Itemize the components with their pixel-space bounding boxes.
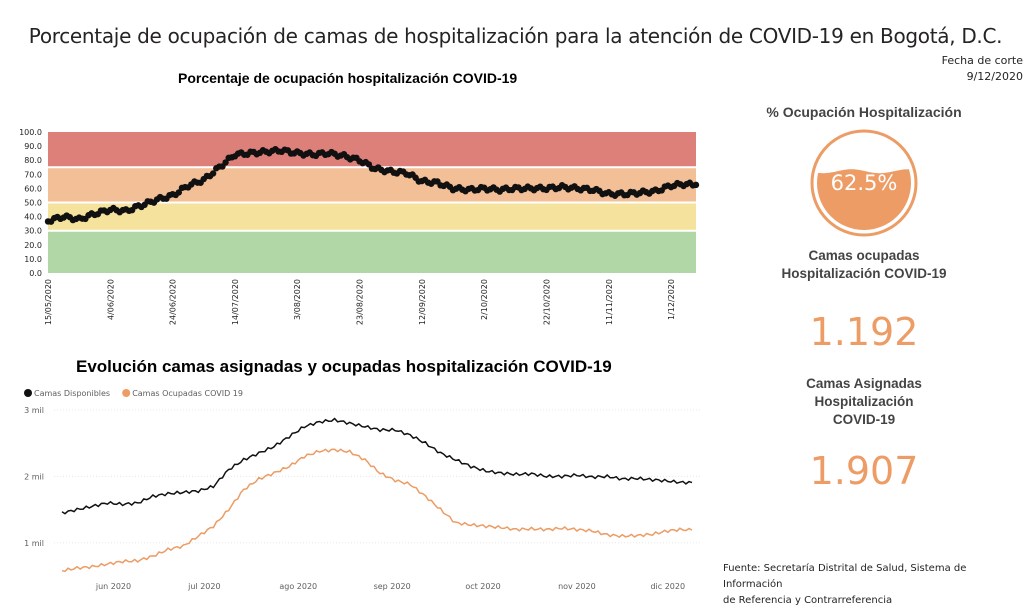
occupancy-y-tick: 0.0 (29, 269, 42, 278)
beds-x-axis: jun 2020 jul 2020 ago 2020 sep 2020 oct 2020… (95, 582, 685, 591)
assigned-label-line2: Hospitalización (814, 394, 914, 409)
beds-x-tick: oct 2020 (465, 582, 500, 591)
occupied-beds-value: 1.192 (809, 310, 919, 354)
occupancy-y-tick: 80.0 (24, 156, 42, 165)
occupancy-point (175, 189, 183, 196)
beds-x-tick: jun 2020 (95, 582, 131, 591)
occupancy-x-tick: 24/06/2020 (169, 279, 178, 325)
beds-y-tick: 3 mil (24, 406, 44, 415)
gauge-value: 62.5% (831, 171, 898, 195)
beds-series-lines (61, 417, 693, 573)
occupancy-point (209, 170, 217, 177)
occupancy-bands (48, 132, 696, 273)
beds-x-tick: ago 2020 (279, 582, 317, 591)
occupancy-y-tick: 30.0 (24, 227, 42, 236)
occupancy-chart-title: Porcentaje de ocupación hospitalización … (178, 70, 518, 86)
legend-label-0: Camas Disponibles (34, 389, 110, 398)
occupancy-kpi-title: % Ocupación Hospitalización (766, 104, 962, 120)
occupancy-x-tick: 15/05/2020 (44, 279, 53, 325)
occupancy-y-tick: 40.0 (24, 213, 42, 222)
legend-marker-0 (24, 389, 32, 397)
occupied-beds-label: Camas ocupadas Hospitalización COVID-19 (716, 247, 1012, 283)
beds-x-tick: nov 2020 (558, 582, 596, 591)
occupancy-x-tick: 11/11/2020 (605, 279, 614, 325)
source-line1: Fuente: Secretaría Distrital de Salud, S… (723, 563, 967, 590)
beds-series-line-0 (61, 417, 693, 515)
gauge-fill (817, 169, 911, 230)
occupancy-x-tick: 23/08/2020 (356, 279, 365, 325)
occupancy-x-tick: 2/10/2020 (480, 279, 489, 320)
beds-x-tick: dic 2020 (650, 582, 685, 591)
occupancy-scatter-chart: 100.0 90.0 80.0 70.0 60.0 50.0 40.0 30.0 20.0 10.… (19, 128, 700, 325)
cutoff-date-block: Fecha de corte 9/12/2020 (942, 53, 1023, 85)
legend-label-1: Camas Ocupadas COVID 19 (132, 389, 243, 398)
beds-legend: Camas Disponibles Camas Ocupadas COVID 19 (24, 389, 243, 398)
beds-line-chart: Camas Disponibles Camas Ocupadas COVID 19… (24, 389, 700, 591)
beds-x-tick: jul 2020 (187, 582, 220, 591)
occupancy-gauge: 62.5% (810, 129, 918, 237)
occupancy-band-1 (48, 202, 696, 231)
legend-marker-1 (122, 389, 131, 397)
occupancy-x-tick: 12/09/2020 (418, 279, 427, 325)
occupancy-x-tick: 3/08/2020 (293, 279, 302, 320)
occupancy-y-tick: 60.0 (24, 184, 42, 193)
occupancy-y-tick: 10.0 (24, 255, 42, 264)
occupancy-y-tick: 50.0 (24, 199, 42, 208)
beds-y-tick: 1 mil (24, 539, 44, 548)
occupancy-x-axis: 15/05/2020 4/06/2020 24/06/2020 14/07/2020 3… (44, 279, 676, 325)
beds-y-tick: 2 mil (24, 472, 44, 481)
occupancy-y-tick: 100.0 (19, 128, 42, 137)
occupancy-point (222, 159, 229, 166)
occupancy-band-0 (48, 230, 696, 273)
assigned-label-line1: Camas Asignadas (806, 376, 922, 391)
occupancy-y-tick: 20.0 (24, 241, 42, 250)
occupancy-y-tick: 90.0 (24, 142, 42, 151)
assigned-beds-value: 1.907 (809, 449, 919, 493)
occupancy-x-tick: 1/12/2020 (667, 279, 676, 320)
beds-x-tick: sep 2020 (374, 582, 411, 591)
occupancy-x-tick: 4/06/2020 (106, 279, 115, 320)
assigned-label-line3: COVID-19 (832, 412, 896, 427)
source-line2: de Referencia y Contrarreferencia (723, 595, 893, 606)
occupancy-band-3 (48, 132, 696, 168)
beds-chart-title: Evolución camas asignadas y ocupadas hos… (76, 357, 612, 376)
gauge-outer-ring (810, 129, 918, 237)
occupancy-point (692, 181, 700, 189)
occupancy-x-tick: 22/10/2020 (542, 279, 551, 325)
occupancy-points (44, 145, 700, 225)
occupancy-y-axis: 100.0 90.0 80.0 70.0 60.0 50.0 40.0 30.0 20.0 10.… (19, 128, 42, 278)
occupied-label-line2: Hospitalización COVID-19 (781, 266, 947, 281)
beds-y-axis: 3 mil 2 mil 1 mil (24, 406, 44, 548)
occupancy-band-2 (48, 167, 696, 203)
occupied-label-line1: Camas ocupadas (808, 248, 920, 263)
occupancy-x-tick: 14/07/2020 (231, 279, 240, 325)
cutoff-date: 9/12/2020 (966, 70, 1023, 83)
beds-series-line-1 (61, 448, 693, 573)
page-title: Porcentaje de ocupación de camas de hosp… (28, 24, 1003, 48)
cutoff-label: Fecha de corte (941, 54, 1023, 67)
beds-gridlines (54, 409, 700, 544)
occupancy-y-tick: 70.0 (24, 170, 42, 179)
source-note: Fuente: Secretaría Distrital de Salud, S… (723, 561, 1028, 609)
assigned-beds-label: Camas Asignadas Hospitalización COVID-19 (716, 375, 1012, 429)
